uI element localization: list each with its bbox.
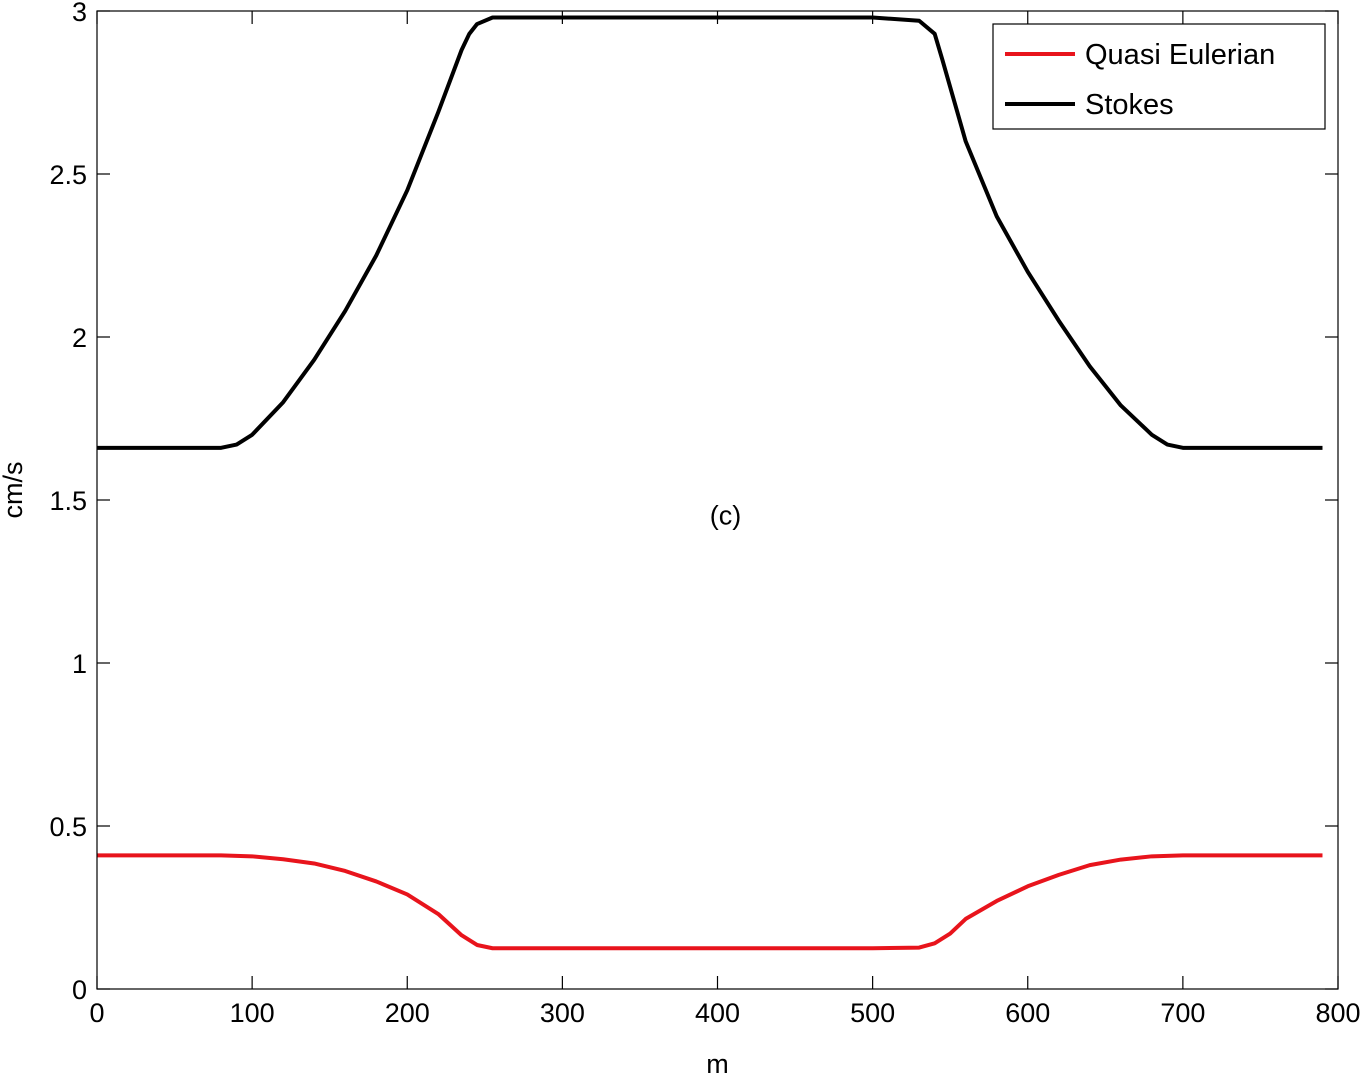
legend-box xyxy=(992,23,1326,130)
x-tick-label: 600 xyxy=(1005,998,1050,1028)
y-tick-label: 0 xyxy=(72,975,87,1005)
x-tick-label: 100 xyxy=(230,998,275,1028)
legend-entry-label: Stokes xyxy=(1085,89,1174,121)
annotation-label: (c) xyxy=(710,501,741,531)
legend-entry-label: Quasi Eulerian xyxy=(1085,39,1275,71)
x-tick-label: 400 xyxy=(695,998,740,1028)
y-axis-title: cm/s xyxy=(0,462,28,519)
x-tick-label: 300 xyxy=(540,998,585,1028)
plot-area xyxy=(97,11,1338,989)
series-line-quasi-eulerian xyxy=(97,853,1323,951)
y-tick-label: 2 xyxy=(72,323,87,353)
x-tick-label: 800 xyxy=(1315,998,1360,1028)
x-tick-label: 200 xyxy=(385,998,430,1028)
x-axis-title: m xyxy=(706,1049,729,1075)
x-tick-label: 700 xyxy=(1160,998,1205,1028)
series-line-stokes xyxy=(97,15,1323,450)
y-tick-label: 1.5 xyxy=(49,486,87,516)
y-tick-label: 3 xyxy=(72,0,87,27)
axes-layer xyxy=(96,10,1339,990)
x-tick-label: 0 xyxy=(89,998,104,1028)
y-tick-label: 0.5 xyxy=(49,812,87,842)
x-tick-label: 500 xyxy=(850,998,895,1028)
y-tick-label: 1 xyxy=(72,649,87,679)
plot-background xyxy=(97,11,1338,989)
series-layer xyxy=(97,15,1323,951)
y-tick-label: 2.5 xyxy=(49,160,87,190)
legend: Quasi Eulerian Stokes xyxy=(992,23,1326,130)
